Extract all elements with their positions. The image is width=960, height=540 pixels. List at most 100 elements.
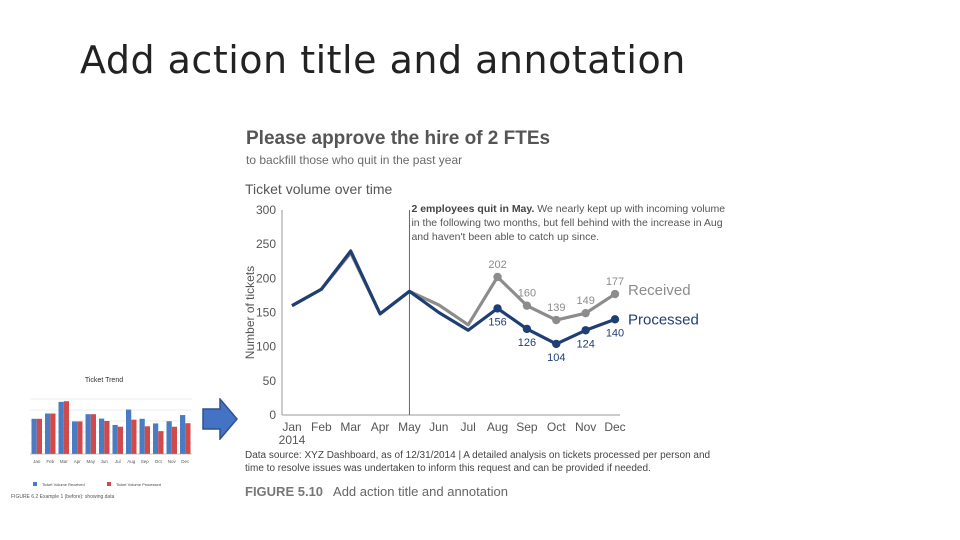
thumbnail-x-label: Nov <box>168 459 177 464</box>
annotation-detail: We nearly kept up with incoming volume i… <box>411 203 726 243</box>
y-tick-label: 0 <box>269 408 276 422</box>
y-axis-label: Number of tickets <box>243 266 257 359</box>
figure-caption-label: FIGURE 5.10 <box>245 484 324 499</box>
series-line-processed <box>291 249 616 346</box>
x-tick-label: Sep <box>516 420 538 434</box>
data-point-processed <box>493 304 502 313</box>
thumbnail-bar <box>90 414 96 454</box>
data-label-received: 177 <box>606 276 624 288</box>
data-point-received <box>522 301 532 310</box>
series-label-received: Received <box>628 282 691 299</box>
data-label-processed: 124 <box>576 338 594 350</box>
y-tick-label: 150 <box>256 306 276 320</box>
before-chart-thumbnail: Ticket Trend Ticket Volume Received Tick… <box>11 377 192 500</box>
x-year-label: 2014 <box>279 433 306 447</box>
thumbnail-x-label: Jan <box>33 459 41 464</box>
thumbnail-x-label: Feb <box>46 459 54 464</box>
data-label-received: 160 <box>518 288 536 300</box>
thumbnail-bar <box>50 413 56 454</box>
thumbnail-bar <box>171 426 177 454</box>
thumbnail-bar <box>139 418 145 454</box>
thumbnail-bar <box>131 419 137 454</box>
thumbnail-bar <box>45 413 51 454</box>
data-label-processed: 104 <box>547 352 565 364</box>
thumbnail-x-label: Jun <box>101 459 109 464</box>
chart-title: Ticket volume over time <box>245 181 393 197</box>
data-point-received <box>552 315 561 325</box>
thumbnail-x-label: Oct <box>155 459 163 464</box>
data-point-processed <box>552 339 561 349</box>
data-label-received: 202 <box>488 259 506 271</box>
after-chart-figure: Please approve the hire of 2 FTEs to bac… <box>240 120 730 510</box>
data-point-processed <box>581 326 590 335</box>
thumbnail-x-label: Dec <box>181 459 190 464</box>
x-tick-label: Oct <box>547 420 566 434</box>
thumbnail-bar <box>58 401 64 454</box>
thumbnail-bar <box>31 418 37 454</box>
thumbnail-x-label: Mar <box>60 459 68 464</box>
data-point-received <box>493 272 502 282</box>
y-tick-label: 100 <box>256 340 276 354</box>
thumbnail-bar <box>153 423 159 454</box>
thumbnail-bar <box>36 418 42 454</box>
thumbnail-bar <box>72 421 78 454</box>
x-tick-label: Nov <box>575 420 596 434</box>
headline-subtext: to backfill those who quit in the past y… <box>246 153 463 167</box>
thumbnail-caption: FIGURE 6.2 Example 1 (before): showing d… <box>11 494 115 500</box>
x-tick-label: Mar <box>340 420 361 434</box>
thumbnail-legend-swatch <box>107 482 111 486</box>
data-label-processed: 140 <box>606 327 624 339</box>
x-tick-label: Jan <box>282 420 301 434</box>
thumbnail-bar <box>180 415 186 454</box>
data-point-processed <box>522 324 532 334</box>
annotation-text: 2 employees quit in May. We nearly kept … <box>411 202 730 244</box>
figure-caption-text: Add action title and annotation <box>333 484 508 499</box>
data-label-processed: 126 <box>518 337 536 349</box>
y-tick-label: 300 <box>256 203 276 217</box>
x-tick-label: May <box>398 420 421 434</box>
data-label-processed: 156 <box>488 316 506 328</box>
slide-title: Add action title and annotation <box>80 38 686 82</box>
data-source-note: Data source: XYZ Dashboard, as of 12/31/… <box>245 450 711 474</box>
x-tick-label: Feb <box>311 420 332 434</box>
x-tick-label: Dec <box>604 420 625 434</box>
thumbnail-x-label: Aug <box>127 459 136 464</box>
right-arrow-icon <box>202 398 238 440</box>
data-label-received: 149 <box>576 295 594 307</box>
y-tick-label: 200 <box>256 271 276 285</box>
y-tick-label: 250 <box>256 237 276 251</box>
x-tick-label: Jul <box>461 420 476 434</box>
thumbnail-legend-2: Ticket Volume Processed <box>116 482 161 487</box>
thumbnail-bar <box>112 424 118 454</box>
action-headline: Please approve the hire of 2 FTEs <box>246 128 551 149</box>
annotation-box: 2 employees quit in May. We nearly kept … <box>411 202 730 244</box>
thumbnail-bar <box>185 423 191 454</box>
data-label-received: 139 <box>547 302 565 314</box>
thumbnail-x-label: Sep <box>141 459 150 464</box>
thumbnail-bar <box>104 421 110 454</box>
thumbnail-x-label: May <box>86 459 95 464</box>
x-tick-label: Apr <box>371 420 390 434</box>
data-point-processed <box>610 315 620 324</box>
thumbnail-x-label: Apr <box>74 459 82 464</box>
thumbnail-legend-swatch <box>33 482 37 486</box>
thumbnail-bar <box>63 401 69 454</box>
thumbnail-bar <box>144 426 150 454</box>
thumbnail-bar <box>77 421 83 454</box>
x-tick-label: Aug <box>487 420 508 434</box>
data-point-received <box>581 308 590 318</box>
thumbnail-legend-1: Ticket Volume Received <box>42 482 85 487</box>
series-label-processed: Processed <box>628 311 699 328</box>
x-tick-label: Jun <box>429 420 448 434</box>
annotation-emphasis: 2 employees quit in May. <box>411 203 535 215</box>
thumbnail-title: Ticket Trend <box>85 377 123 384</box>
figure-caption: FIGURE 5.10 Add action title and annotati… <box>245 484 508 499</box>
ticket-line-chart: 0 50 100 150 200 250 300 Number of tickets Jan Fe… <box>243 202 730 447</box>
thumbnail-bar <box>117 426 123 454</box>
thumbnail-bar <box>158 431 164 454</box>
thumbnail-bar <box>85 414 91 454</box>
y-tick-label: 50 <box>263 374 277 388</box>
thumbnail-bar <box>126 409 132 454</box>
data-point-received <box>610 289 620 299</box>
thumbnail-bar <box>166 421 172 454</box>
